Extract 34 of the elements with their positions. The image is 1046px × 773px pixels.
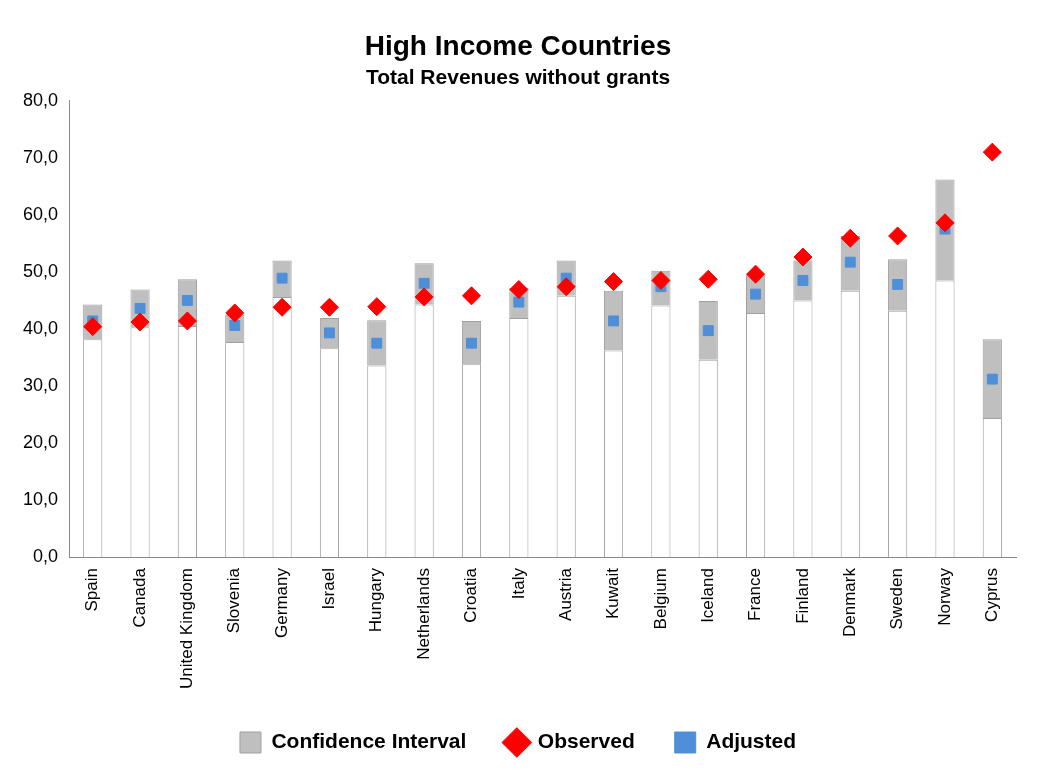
y-tick-label: 70,0: [22, 146, 59, 167]
x-tick-label: Slovenia: [224, 567, 244, 634]
x-tick-label: Denmark: [839, 567, 859, 638]
y-tick-label: 60,0: [22, 203, 59, 224]
y-tick-label: 20,0: [22, 431, 59, 452]
x-tick-label: Finland: [792, 568, 812, 624]
chart-title: High Income Countries: [364, 29, 672, 61]
x-tick-label: Italy: [508, 567, 528, 600]
legend-label: Observed: [537, 729, 635, 753]
x-tick-label: Iceland: [697, 568, 717, 623]
y-tick-label: 0,0: [33, 546, 59, 567]
x-tick-label: Germany: [271, 567, 291, 638]
x-tick-label: Croatia: [461, 567, 481, 623]
x-tick-label: Cyprus: [982, 568, 1002, 622]
x-tick-label: Kuwait: [603, 567, 623, 620]
x-tick-label: Israel: [319, 568, 339, 610]
x-tick-label: Norway: [934, 567, 954, 626]
legend-label: Confidence Interval: [271, 729, 467, 753]
y-tick-label: 10,0: [22, 488, 59, 509]
x-tick-label: Sweden: [887, 568, 907, 630]
x-tick-label: Austria: [555, 567, 575, 621]
y-tick-label: 40,0: [22, 317, 59, 338]
y-tick-label: 30,0: [22, 374, 59, 395]
x-tick-label: Netherlands: [413, 568, 433, 660]
chart-subtitle: Total Revenues without grants: [365, 65, 671, 88]
y-tick-label: 80,0: [22, 89, 59, 110]
y-tick-label: 50,0: [22, 260, 59, 281]
legend-label: Adjusted: [706, 729, 797, 753]
x-tick-label: Canada: [129, 567, 149, 628]
x-tick-label: Spain: [82, 568, 102, 612]
x-tick-label: France: [745, 568, 765, 621]
x-tick-label: United Kingdom: [177, 568, 197, 690]
x-tick-label: Hungary: [366, 567, 386, 633]
x-tick-label: Belgium: [650, 568, 670, 630]
